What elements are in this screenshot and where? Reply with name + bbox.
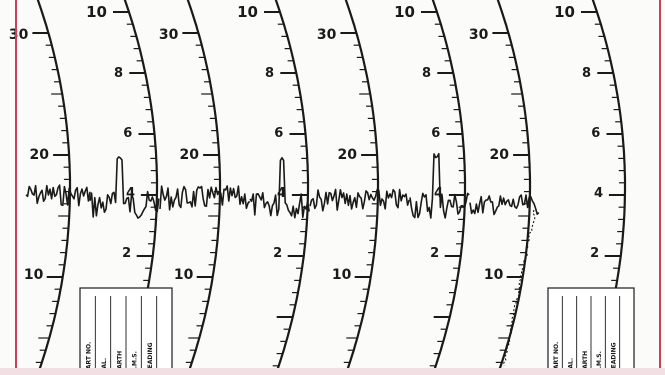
scale-b-label: 30 [317, 27, 337, 43]
scale-a-label: 4 [126, 186, 135, 201]
legend-box-label: PART NO. [86, 342, 93, 373]
scale-b-label: 10 [332, 267, 352, 283]
pen-trace [25, 152, 540, 367]
trace-segment-4 [309, 188, 410, 212]
scale-arc-b-3 [496, 0, 532, 375]
legend-box-label: PART NO. [553, 342, 560, 373]
scale-arc-a-2 [431, 0, 467, 375]
trace-segment-3 [249, 157, 310, 219]
legend-box-label: EARTH [116, 351, 123, 373]
legend-box-label: R.M.S. [596, 351, 603, 373]
scale-a-label: 6 [431, 126, 440, 141]
scale-a-label: 4 [277, 186, 286, 201]
scale-a-label: 8 [422, 66, 431, 81]
scale-arc-a-1 [274, 0, 310, 375]
scale-b-label: 30 [469, 27, 489, 43]
scale-a-label: 2 [430, 246, 439, 261]
scale-arcs [32, 0, 627, 375]
scale-a-label: 8 [114, 66, 123, 81]
scale-a-label: 4 [594, 186, 603, 201]
scale-b-label: 20 [490, 147, 510, 163]
scale-a-label: 6 [123, 126, 132, 141]
legend-box-label: CAL. [101, 358, 108, 373]
scale-a-label: 10 [237, 3, 258, 21]
right-border [659, 0, 661, 375]
scale-a-label: 6 [591, 126, 600, 141]
left-border [15, 0, 17, 375]
scale-b-label: 20 [30, 147, 50, 163]
legend-boxes: PART NO. CAL. EARTH R.M.S. READING PART NO. CA… [79, 287, 635, 375]
scale-a-label: 2 [273, 246, 282, 261]
scale-a-label: 4 [434, 186, 443, 201]
bottom-border [0, 368, 665, 375]
scale-labels: 30 20 10 30 20 10 30 20 10 30 20 10 10 8 6 4 2 10 8 6 4 2 10 8 6… [9, 3, 603, 283]
scale-b-label: 30 [159, 27, 179, 43]
scale-b-label: 20 [180, 147, 200, 163]
trace-drift [503, 209, 536, 367]
trace-segment-6 [469, 194, 540, 216]
trace-segment-5 [409, 152, 470, 219]
legend-box-label: R.M.S. [132, 351, 139, 373]
trace-segment-2 [159, 185, 251, 211]
legend-box-label: READING [611, 342, 618, 373]
scale-a-label: 6 [274, 126, 283, 141]
scale-arc-b-1 [186, 0, 222, 375]
scale-a-label: 10 [394, 3, 415, 21]
legend-box-label: CAL. [568, 358, 575, 373]
scale-a-label: 2 [122, 246, 131, 261]
scale-arc-b-0 [36, 0, 72, 375]
scale-a-label: 10 [86, 3, 107, 21]
trace-segment-0 [25, 184, 91, 207]
scale-b-label: 30 [9, 27, 29, 43]
scale-a-label: 8 [265, 66, 274, 81]
scale-a-label: 10 [554, 3, 575, 21]
scale-a-label: 8 [582, 66, 591, 81]
scale-b-label: 20 [338, 147, 358, 163]
scale-b-label: 10 [174, 267, 194, 283]
scale-b-label: 10 [24, 267, 44, 283]
legend-box-label: EARTH [582, 351, 589, 373]
legend-box-label: READING [147, 342, 154, 373]
scale-b-label: 10 [484, 267, 504, 283]
scale-arc-b-2 [344, 0, 380, 375]
trace-segment-1 [89, 156, 160, 219]
scale-a-label: 2 [590, 246, 599, 261]
